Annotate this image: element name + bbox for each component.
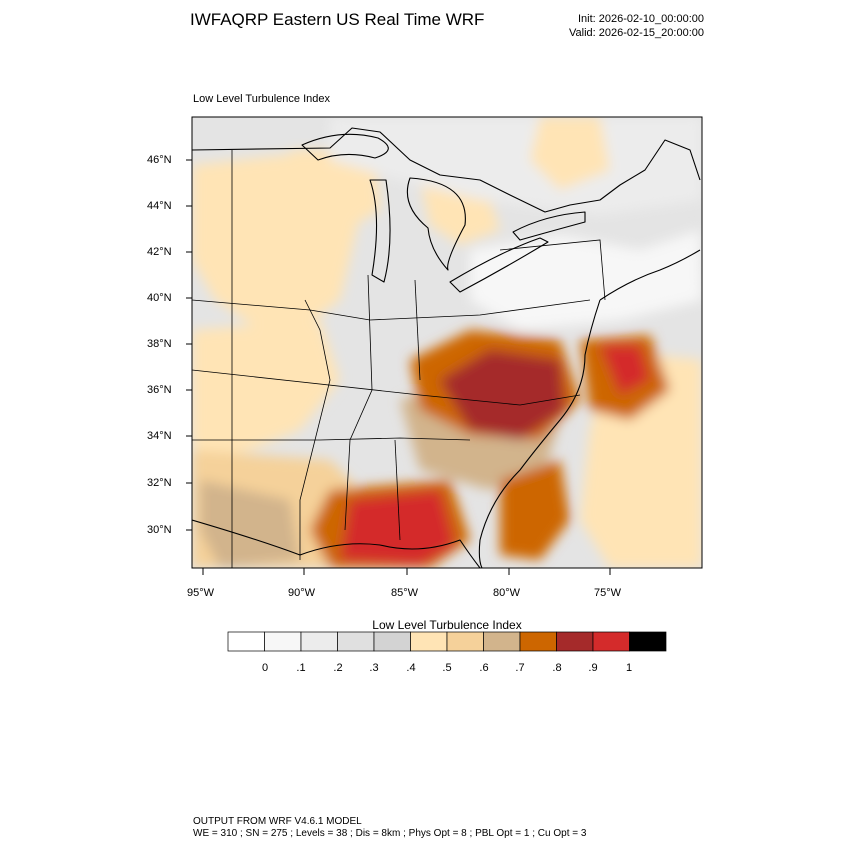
lon-label-90: 90°W <box>288 587 316 599</box>
valid-time: Valid: 2026-02-15_20:00:00 <box>569 27 704 39</box>
page-title: IWFAQRP Eastern US Real Time WRF <box>190 10 485 29</box>
field-georgia-offshore <box>500 460 570 560</box>
lat-label-30: 30°N <box>147 524 172 536</box>
lat-label-36: 36°N <box>147 384 172 396</box>
state-line-ohio <box>414 279 421 381</box>
colorbar-box <box>629 631 667 652</box>
panel-title: Low Level Turbulence Index <box>193 93 330 105</box>
lake-michigan <box>369 179 391 283</box>
colorbar-title: Low Level Turbulence Index <box>372 618 522 632</box>
state-line-lat34 <box>192 437 471 441</box>
colorbar-box <box>300 631 338 652</box>
colorbar-tick: 1 <box>625 662 633 674</box>
turbulence-field <box>192 117 702 568</box>
colorbar-box <box>227 631 265 652</box>
colorbar-box <box>446 631 484 652</box>
lake-ontario <box>512 211 586 241</box>
lat-label-38: 38°N <box>147 338 172 350</box>
lat-label-40: 40°N <box>147 292 172 304</box>
state-line-indiana-alabama <box>344 274 373 531</box>
lon-label-95: 95°W <box>187 587 215 599</box>
colorbar-tick: .3 <box>369 662 379 674</box>
state-line-ny-pa <box>499 239 606 301</box>
us-canada-border <box>192 127 701 213</box>
init-time: Init: 2026-02-10_00:00:00 <box>578 13 704 25</box>
lat-label-32: 32°N <box>147 477 172 489</box>
colorbar-box <box>519 631 557 652</box>
state-line-ga-al <box>394 439 401 541</box>
lon-label-75: 75°W <box>594 587 622 599</box>
state-line-mississippi-river <box>299 299 331 560</box>
colorbar-tick: 0 <box>261 662 269 674</box>
colorbar-boxes <box>227 631 667 652</box>
field-ozarks <box>192 320 340 460</box>
lat-ticks <box>186 159 192 531</box>
colorbar-tick: .8 <box>552 662 562 674</box>
field-chesapeake-core <box>600 345 650 395</box>
lat-label-46: 46°N <box>147 154 172 166</box>
lat-label-42: 42°N <box>147 246 172 258</box>
state-line-lat40 <box>192 299 591 321</box>
map-frame <box>191 116 703 569</box>
footer-config-line: WE = 310 ; SN = 275 ; Levels = 38 ; Dis … <box>193 828 587 839</box>
new-england-coast <box>599 249 701 301</box>
colorbar-tick: .4 <box>406 662 416 674</box>
colorbar-tick: .7 <box>515 662 525 674</box>
lat-label-34: 34°N <box>147 430 172 442</box>
state-borders <box>192 150 606 568</box>
lake-huron <box>406 177 466 271</box>
lat-label-44: 44°N <box>147 200 172 212</box>
colorbar-tick: .5 <box>442 662 452 674</box>
lon-label-85: 85°W <box>391 587 419 599</box>
field-northeast <box>470 230 702 330</box>
field-ontario <box>530 117 610 190</box>
gulf-coast <box>192 519 481 568</box>
state-line-tn-nc <box>192 369 581 406</box>
colorbar-tick: .9 <box>588 662 598 674</box>
field-wisconsin <box>290 150 380 240</box>
colorbar-box <box>264 631 302 652</box>
colorbar-box <box>592 631 630 652</box>
field-virginia-nc <box>440 350 565 440</box>
map-field <box>192 117 702 568</box>
colorbar-box <box>483 631 521 652</box>
footer-model-line: OUTPUT FROM WRF V4.6.1 MODEL <box>193 816 362 827</box>
colorbar-box <box>410 631 448 652</box>
colorbar-tick: .2 <box>333 662 343 674</box>
colorbar-box <box>373 631 411 652</box>
lon-label-80: 80°W <box>493 587 521 599</box>
colorbar-box <box>556 631 594 652</box>
colorbar-tick: .6 <box>479 662 489 674</box>
field-florida-panhandle <box>340 490 455 565</box>
field-canada <box>330 117 702 215</box>
map-borders <box>192 127 701 568</box>
lake-erie <box>449 237 549 293</box>
colorbar-tick: .1 <box>296 662 306 674</box>
lake-superior <box>301 133 389 161</box>
atlantic-coast <box>478 299 601 568</box>
colorbar-box <box>337 631 375 652</box>
lon-ticks <box>202 568 611 575</box>
